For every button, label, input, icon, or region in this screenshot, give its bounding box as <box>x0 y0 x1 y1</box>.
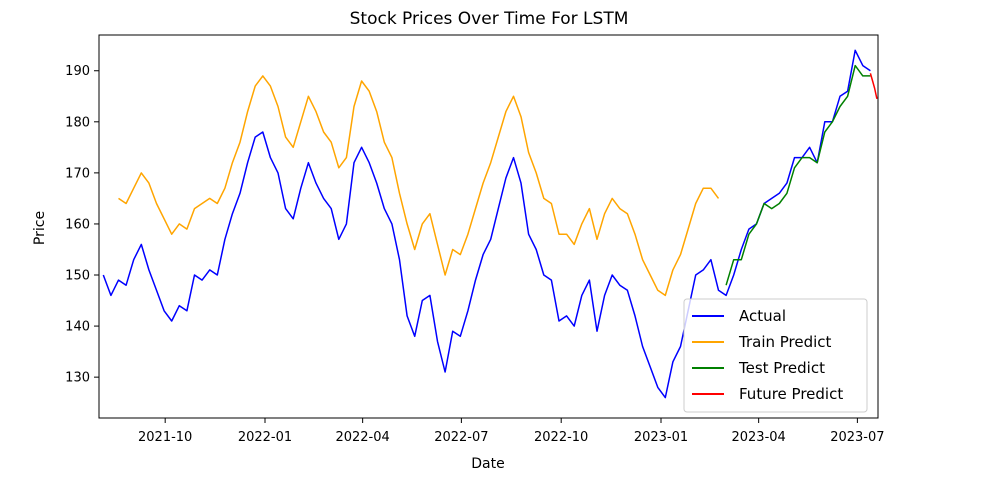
y-tick-label: 170 <box>65 166 90 181</box>
series-layer <box>102 49 878 399</box>
y-axis-label: Price <box>32 211 48 245</box>
y-tick-label: 150 <box>65 269 90 284</box>
x-tick-label: 2022-04 <box>335 430 389 445</box>
y-tick-label: 190 <box>65 64 90 79</box>
series-line-test-predict <box>725 64 871 286</box>
legend-label: Train Predict <box>738 333 832 351</box>
y-tick-label: 130 <box>65 371 90 386</box>
legend: Actual Train Predict Test Predict Future Pr… <box>683 298 868 413</box>
legend-label: Future Predict <box>739 385 843 403</box>
x-axis-label: Date <box>471 456 504 472</box>
chart-title: Stock Prices Over Time For LSTM <box>350 9 629 29</box>
legend-label: Test Predict <box>738 359 825 377</box>
series-line-future-predict <box>869 73 878 99</box>
x-tick-label: 2022-10 <box>534 430 588 445</box>
x-tick-label: 2023-07 <box>830 430 884 445</box>
x-tick-label: 2022-07 <box>434 430 488 445</box>
y-tick-label: 180 <box>65 115 90 130</box>
x-axis: 2021-10 2022-01 2022-04 2022-07 2022-10 2023-… <box>138 418 885 445</box>
y-axis: 130 140 150 160 170 180 190 <box>65 64 99 386</box>
series-line-train-predict <box>118 75 720 297</box>
y-tick-label: 160 <box>65 217 90 232</box>
plot-area-frame <box>98 34 879 419</box>
legend-label: Actual <box>739 307 786 325</box>
series-line-actual <box>102 49 871 399</box>
y-tick-label: 140 <box>65 320 90 335</box>
x-tick-label: 2021-10 <box>138 430 192 445</box>
legend-box <box>683 298 868 413</box>
x-tick-label: 2023-04 <box>731 430 785 445</box>
x-tick-label: 2022-01 <box>238 430 292 445</box>
x-tick-label: 2023-01 <box>634 430 688 445</box>
